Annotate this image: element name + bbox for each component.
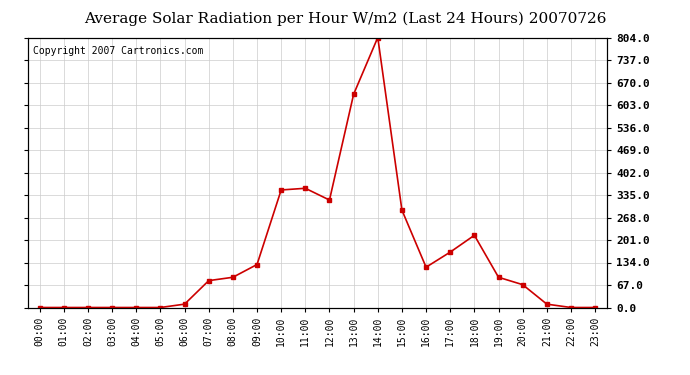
Text: Copyright 2007 Cartronics.com: Copyright 2007 Cartronics.com (33, 46, 204, 56)
Text: Average Solar Radiation per Hour W/m2 (Last 24 Hours) 20070726: Average Solar Radiation per Hour W/m2 (L… (83, 11, 607, 26)
